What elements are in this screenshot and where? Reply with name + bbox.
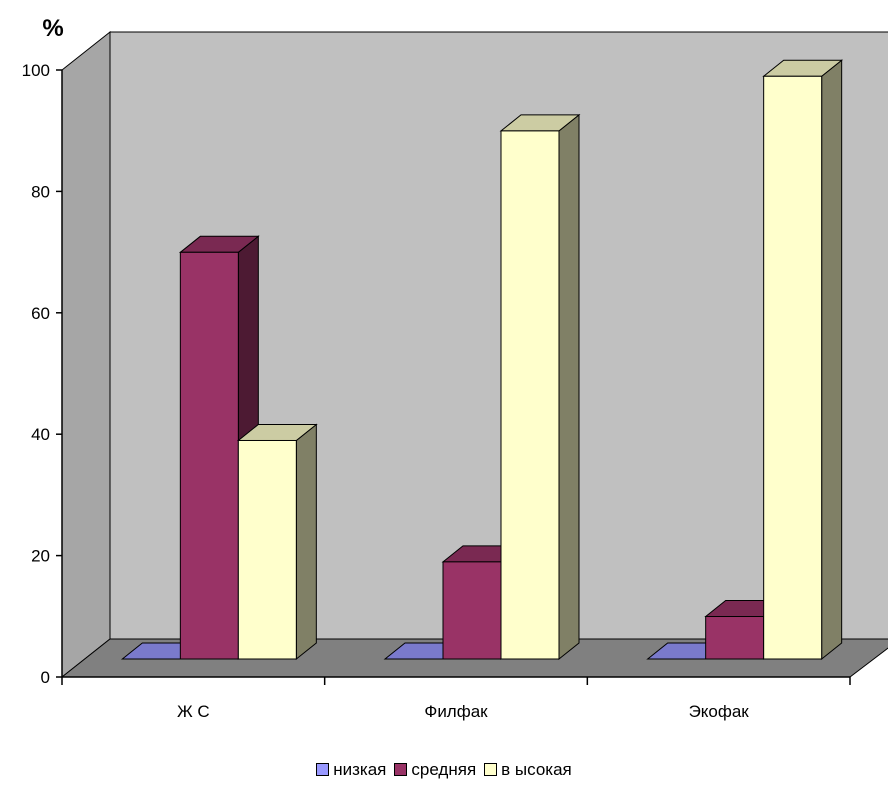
y-tick-label: 100 [22, 61, 50, 80]
bar [236, 423, 318, 661]
legend-swatch [484, 763, 498, 777]
y-tick-label: 80 [31, 182, 50, 201]
x-tick-label: Филфак [424, 702, 488, 721]
legend: низкая средняя в ысокая [0, 760, 888, 780]
bar-side [295, 423, 317, 661]
legend-swatch [394, 763, 408, 777]
bar-side [821, 59, 843, 661]
bar-side [558, 113, 580, 661]
y-tick-label: 60 [31, 304, 50, 323]
side-wall [61, 30, 111, 679]
y-tick-label: 0 [41, 668, 50, 687]
x-tick-label: Экофак [689, 702, 750, 721]
legend-label: средняя [411, 760, 477, 779]
legend-item: низкая [316, 760, 386, 780]
bar [499, 113, 581, 661]
bar-front [442, 561, 502, 660]
bar [762, 59, 844, 661]
legend-label: низкая [333, 760, 387, 779]
bar-front [705, 616, 765, 660]
y-tick-label: 40 [31, 425, 50, 444]
legend-label: в ысокая [501, 760, 572, 779]
legend-item: в ысокая [484, 760, 572, 780]
y-axis-title: % [42, 15, 63, 42]
bar-front [763, 75, 823, 660]
bar-chart: 0 20 40 60 80 100 Ж С Филфак Экофак % [22, 15, 888, 721]
x-tick-label: Ж С [177, 702, 210, 721]
bar-front [237, 439, 297, 660]
bars [120, 59, 844, 661]
y-axis: 0 20 40 60 80 100 [22, 61, 63, 687]
bar-front [500, 130, 560, 660]
legend-item: средняя [394, 760, 476, 780]
bar-front [179, 251, 239, 660]
x-axis: Ж С Филфак Экофак [61, 676, 851, 721]
y-tick-label: 20 [31, 547, 50, 566]
legend-swatch [316, 763, 330, 777]
